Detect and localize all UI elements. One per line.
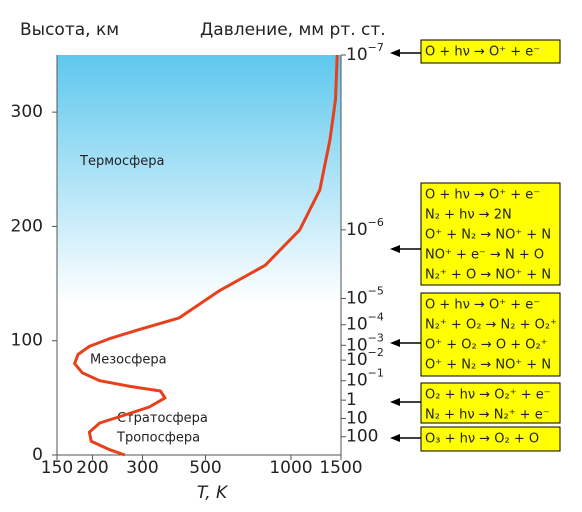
y2-tick-base: 10 — [346, 408, 368, 428]
reaction-text: N₂⁺ + O₂ → N₂ + O₂⁺ — [425, 318, 557, 333]
y2-tick-base: 10 — [346, 45, 368, 65]
y2-tick-exponent: −3 — [368, 331, 384, 344]
arrow-head — [390, 434, 400, 442]
y2-tick-label: 100 — [346, 427, 378, 447]
reaction-box — [420, 292, 561, 377]
region-label: Термосфера — [79, 154, 164, 169]
y2-tick-label: 10−6 — [346, 216, 384, 240]
reaction-text: O₃ + hν → O₂ + O — [425, 432, 539, 447]
reaction-text: NO⁺ + e⁻ → N + O — [425, 248, 544, 263]
x-tick-label: 300 — [126, 458, 158, 478]
reaction-text: O₂ + hν → O₂⁺ + e⁻ — [425, 388, 551, 403]
y2-tick-base: 10 — [346, 350, 368, 370]
arrow-head — [390, 49, 400, 57]
reaction-box — [420, 39, 561, 64]
x-tick-label: 1500 — [319, 458, 362, 478]
reaction-text: N₂ + hν → N₂⁺ + e⁻ — [425, 408, 550, 423]
reaction-box — [420, 426, 561, 452]
y2-tick-base: 10 — [346, 288, 368, 308]
y2-tick-exponent: −5 — [368, 284, 384, 297]
x-tick-label: 1000 — [269, 458, 312, 478]
region-label: Мезосфера — [90, 353, 167, 368]
y-tick-label: 300 — [11, 102, 43, 122]
y2-tick-base: 10 — [346, 371, 368, 391]
y-tick-label: 100 — [11, 331, 43, 351]
y2-tick-label: 10−2 — [346, 346, 384, 370]
y2-axis-title: Давление, мм рт. ст. — [200, 20, 386, 40]
y2-tick-exponent: −4 — [368, 311, 384, 324]
reaction-text: N₂ + hν → 2N — [425, 208, 512, 223]
reaction-text: O + hν → O⁺ + e⁻ — [425, 45, 540, 60]
region-label: Тропосфера — [116, 430, 200, 445]
y-tick-label: 0 — [32, 445, 43, 465]
y2-tick-base: 10 — [346, 220, 368, 240]
temperature-line — [73, 54, 339, 457]
reaction-box — [420, 182, 561, 286]
y-axis-title: Высота, км — [20, 20, 119, 40]
x-tick-label: 200 — [76, 458, 108, 478]
reaction-box — [420, 382, 561, 424]
y2-tick-label: 10−3 — [346, 331, 384, 355]
y-tick-label: 200 — [11, 216, 43, 236]
y2-tick-exponent: −2 — [368, 346, 384, 359]
x-tick-label: 500 — [189, 458, 221, 478]
y2-tick-exponent: −1 — [368, 367, 384, 380]
reaction-text: O + hν → O⁺ + e⁻ — [425, 188, 540, 203]
y2-tick-label: 1 — [346, 390, 357, 410]
y2-tick-base: 100 — [346, 427, 378, 447]
reaction-text: O⁺ + O₂ → O + O₂⁺ — [425, 338, 548, 353]
y2-tick-label: 10−7 — [346, 41, 384, 65]
reaction-text: O⁺ + N₂ → NO⁺ + N — [425, 228, 551, 243]
y2-tick-label: 10−4 — [346, 311, 384, 335]
reaction-text: N₂⁺ + O → NO⁺ + N — [425, 268, 551, 283]
y2-tick-base: 10 — [346, 315, 368, 335]
x-axis-title: T, K — [197, 483, 229, 503]
region-label: Стратосфера — [117, 411, 208, 426]
reaction-text: O⁺ + N₂ → NO⁺ + N — [425, 358, 551, 373]
arrow-head — [390, 245, 400, 253]
plot-background — [57, 55, 341, 455]
y2-tick-base: 10 — [346, 335, 368, 355]
reaction-text: O + hν → O⁺ + e⁻ — [425, 298, 540, 313]
y2-tick-base: 1 — [346, 390, 357, 410]
y2-tick-label: 10 — [346, 408, 368, 428]
y2-tick-label: 10−5 — [346, 284, 384, 308]
arrow-head — [390, 339, 400, 347]
y2-tick-exponent: −6 — [368, 216, 384, 229]
arrow-head — [390, 398, 400, 406]
x-tick-label: 150 — [41, 458, 73, 478]
y2-tick-label: 10−1 — [346, 367, 384, 391]
y2-tick-exponent: −7 — [368, 41, 384, 54]
